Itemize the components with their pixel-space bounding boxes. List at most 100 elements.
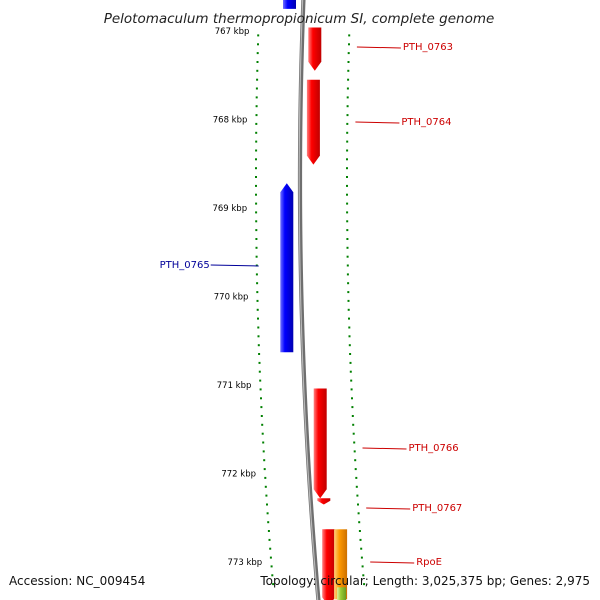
label-leader-line xyxy=(355,121,400,124)
kbp-tick-label: 773 kbp xyxy=(228,558,263,568)
label-leader-line xyxy=(356,46,401,49)
gene-label[interactable]: PTH_0766 xyxy=(409,443,459,454)
tick-dot-left xyxy=(267,521,270,524)
tick-dot-left xyxy=(255,238,258,240)
tick-dot-left xyxy=(256,291,259,294)
tick-dot-left xyxy=(261,423,264,426)
label-leader-line xyxy=(210,264,259,267)
tick-dot-left xyxy=(255,131,258,134)
gene-label[interactable]: PTH_0765 xyxy=(160,260,210,271)
tick-dots xyxy=(255,34,366,586)
tick-dot-left xyxy=(256,299,259,302)
tick-dot-left xyxy=(264,485,267,488)
topology-label: Topology: circular; Length: 3,025,375 bp… xyxy=(260,574,590,588)
gene-pth-0767[interactable] xyxy=(317,498,331,505)
gene-label[interactable]: PTH_0764 xyxy=(401,117,451,128)
backbone-line xyxy=(297,0,321,600)
tick-dot-right xyxy=(363,583,366,586)
tick-dot-right xyxy=(347,52,350,55)
tick-dot-right xyxy=(347,282,350,285)
tick-dot-right xyxy=(357,503,359,506)
tick-dot-right xyxy=(348,43,350,46)
tick-dot-right xyxy=(347,291,350,294)
tick-dot-right xyxy=(362,574,365,577)
tick-dot-right xyxy=(348,34,351,37)
tick-dot-right xyxy=(346,211,349,214)
accession-label: Accession: NC_009454 xyxy=(9,574,146,588)
tick-dot-left xyxy=(261,432,264,435)
tick-dot-left xyxy=(255,149,258,152)
tick-dot-right xyxy=(355,485,358,488)
tick-dot-left xyxy=(257,43,259,46)
tick-dot-left xyxy=(259,379,262,382)
tick-dot-left xyxy=(256,308,259,311)
tick-dot-left xyxy=(255,87,258,90)
tick-dot-right xyxy=(348,326,351,329)
tick-dot-right xyxy=(353,441,356,444)
tick-dot-right xyxy=(355,476,358,479)
tick-dot-right xyxy=(346,184,348,187)
gene-unlabeled[interactable] xyxy=(283,0,296,9)
gene-label[interactable]: PTH_0763 xyxy=(403,42,453,53)
tick-dot-right xyxy=(347,308,350,311)
tick-dot-right xyxy=(346,122,349,125)
tick-dot-left xyxy=(262,441,265,444)
tick-dot-right xyxy=(346,246,349,249)
tick-dot-right xyxy=(350,379,353,382)
gene-rpoe[interactable] xyxy=(322,529,336,600)
tick-dot-left xyxy=(255,184,257,187)
tick-dot-right xyxy=(357,512,360,515)
tick-dot-left xyxy=(258,353,261,355)
tick-dot-right xyxy=(346,87,349,90)
tick-dot-left xyxy=(255,167,257,170)
tick-dot-right xyxy=(361,565,364,568)
tick-dot-right xyxy=(356,494,359,497)
tick-dot-left xyxy=(257,335,260,338)
tick-dot-right xyxy=(346,114,349,117)
tick-dot-left xyxy=(255,105,258,108)
tick-dot-left xyxy=(255,220,258,223)
tick-dot-left xyxy=(256,78,259,81)
tick-dot-left xyxy=(255,211,258,214)
tick-dot-left xyxy=(255,122,258,125)
gene-pth-0764[interactable] xyxy=(306,79,320,165)
backbone-highlight xyxy=(298,0,319,600)
tick-dot-left xyxy=(260,406,263,409)
tick-dot-left xyxy=(272,583,275,586)
gene-pth-0765[interactable] xyxy=(280,183,294,353)
tick-dot-left xyxy=(257,317,259,320)
backbone xyxy=(297,0,321,600)
tick-dot-left xyxy=(266,503,268,506)
gene-label[interactable]: RpoE xyxy=(416,557,442,568)
tick-dot-left xyxy=(256,52,259,55)
tick-dot-right xyxy=(346,176,348,178)
label-leader-line xyxy=(370,561,415,564)
tick-dot-left xyxy=(269,556,272,559)
tick-dot-right xyxy=(346,131,349,134)
tick-dot-left xyxy=(255,176,257,178)
tick-dot-right xyxy=(346,105,349,108)
tick-dot-right xyxy=(346,202,349,205)
tick-dot-left xyxy=(257,344,260,347)
tick-dot-left xyxy=(263,459,266,462)
tick-dot-right xyxy=(346,158,348,161)
tick-dot-left xyxy=(255,96,258,99)
tick-dot-left xyxy=(255,114,258,117)
tick-dot-right xyxy=(346,229,349,232)
kbp-scale: 767 kbp 768 kbp 769 kbp 770 kbp 771 kbp 772 k… xyxy=(212,27,262,568)
gene-orange-track[interactable] xyxy=(334,529,348,600)
tick-dot-left xyxy=(255,158,257,161)
tick-dot-left xyxy=(259,388,262,391)
tick-dot-right xyxy=(346,273,349,276)
gene-green-track[interactable] xyxy=(337,587,347,600)
tick-dot-left xyxy=(271,574,274,577)
tick-dot-left xyxy=(255,202,258,205)
gene-pth-0763[interactable] xyxy=(308,27,322,71)
tick-dot-right xyxy=(348,317,350,320)
kbp-tick-label: 772 kbp xyxy=(221,470,256,480)
gene-label[interactable]: PTH_0767 xyxy=(412,503,462,514)
tick-dot-right xyxy=(349,353,352,355)
kbp-tick-label: 768 kbp xyxy=(213,116,248,126)
gene-pth-0766[interactable] xyxy=(313,388,327,499)
